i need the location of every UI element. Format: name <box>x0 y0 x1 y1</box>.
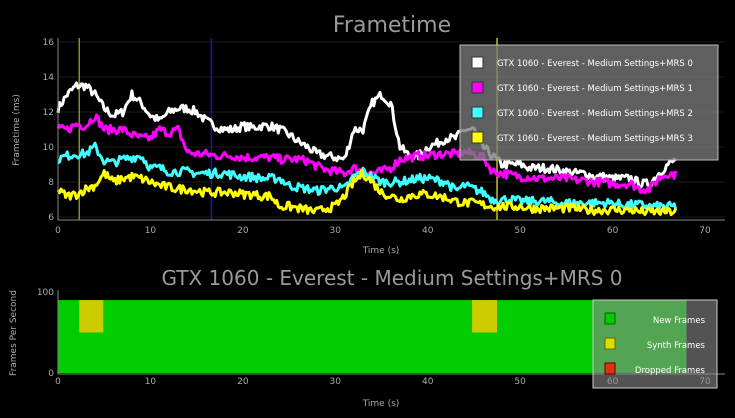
legend-box <box>459 44 719 161</box>
frametime-chart: Frametime Frametime (ms) Time (s) 6 8 10 12… <box>12 13 725 256</box>
x-tick-label: 50 <box>514 377 526 387</box>
x-tick-label: 70 <box>699 226 711 236</box>
y-tick-label: 8 <box>48 178 54 188</box>
legend-swatch-mrs-1 <box>471 81 484 94</box>
x-tick-label: 40 <box>422 377 434 387</box>
legend-swatch-new-frames <box>604 312 616 325</box>
frametime-x-label: Time (s) <box>362 246 400 256</box>
fps-chart: GTX 1060 - Everest - Medium Settings+MRS… <box>9 266 725 409</box>
fps-x-label: Time (s) <box>362 399 400 409</box>
new-frames-area <box>58 300 687 373</box>
x-tick-label: 40 <box>422 226 434 236</box>
y-tick-label: 12 <box>43 108 54 118</box>
y-tick-label: 14 <box>43 73 55 83</box>
legend-label-mrs-1: GTX 1060 - Everest - Medium Settings+MRS… <box>497 84 693 94</box>
y-tick-label: 16 <box>43 38 55 48</box>
x-tick-label: 0 <box>55 377 61 387</box>
x-tick-label: 0 <box>55 226 61 236</box>
y-tick-label: 100 <box>37 288 54 298</box>
fps-y-label: Frames Per Second <box>9 290 19 376</box>
x-tick-label: 30 <box>330 377 342 387</box>
y-tick-label: 6 <box>48 213 54 223</box>
legend-swatch-dropped-frames <box>604 362 616 375</box>
legend-label-synth-frames: Synth Frames <box>647 341 706 351</box>
synth-frames-area <box>472 300 498 333</box>
x-tick-label: 50 <box>514 226 526 236</box>
legend-label-mrs-3: GTX 1060 - Everest - Medium Settings+MRS… <box>497 134 693 144</box>
frametime-title: Frametime <box>333 13 451 38</box>
x-tick-label: 30 <box>330 226 342 236</box>
synth-frames-area <box>79 300 104 333</box>
frametime-y-label: Frametime (ms) <box>12 94 22 166</box>
series-line-mrs-0 <box>56 81 677 189</box>
legend-swatch-mrs-0 <box>471 56 484 69</box>
fps-legend: New Frames Synth Frames Dropped Frames <box>592 299 718 389</box>
y-tick-label: 0 <box>48 369 54 379</box>
x-tick-label: 20 <box>237 377 249 387</box>
x-tick-label: 10 <box>145 226 157 236</box>
y-tick-label: 10 <box>43 143 55 153</box>
legend-label-new-frames: New Frames <box>653 316 706 326</box>
legend-swatch-mrs-2 <box>471 106 484 119</box>
legend-swatch-synth-frames <box>604 337 616 350</box>
x-tick-label: 10 <box>145 377 157 387</box>
x-tick-label: 60 <box>607 226 619 236</box>
series-line-mrs-3 <box>56 169 678 217</box>
x-tick-label: 20 <box>237 226 249 236</box>
legend-label-mrs-0: GTX 1060 - Everest - Medium Settings+MRS… <box>497 59 693 69</box>
fps-title: GTX 1060 - Everest - Medium Settings+MRS… <box>162 266 623 290</box>
legend-label-mrs-2: GTX 1060 - Everest - Medium Settings+MRS… <box>497 109 693 119</box>
frametime-legend: GTX 1060 - Everest - Medium Settings+MRS… <box>459 44 719 161</box>
legend-label-dropped-frames: Dropped Frames <box>635 366 706 376</box>
legend-swatch-mrs-3 <box>471 131 484 144</box>
